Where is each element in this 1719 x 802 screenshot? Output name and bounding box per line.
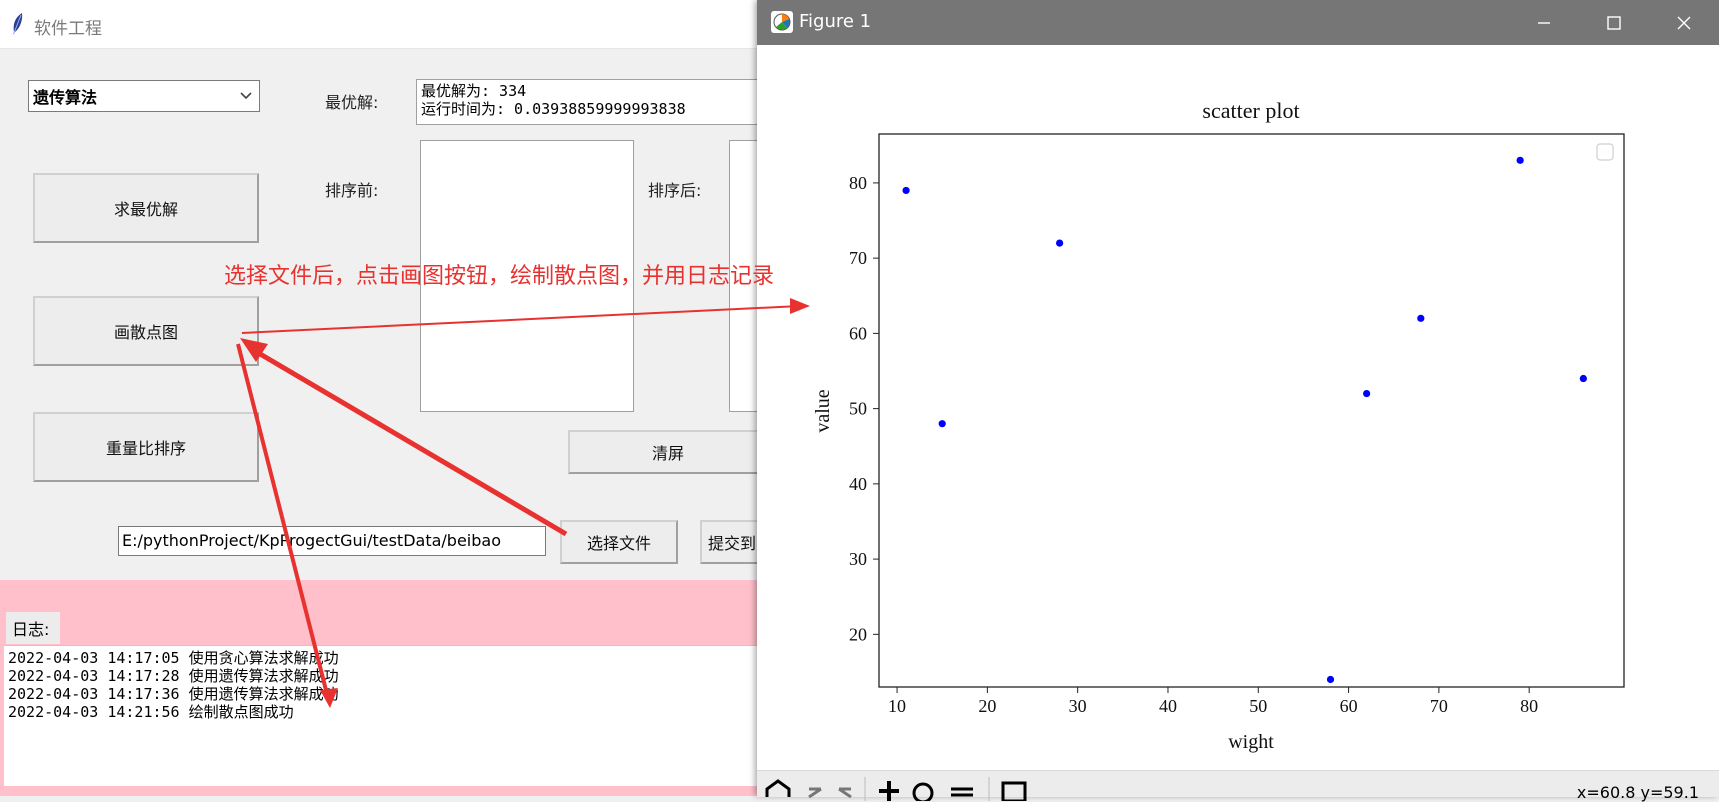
choose-file-button-label: 选择文件 xyxy=(586,534,651,553)
solve-button-label: 求最优解 xyxy=(113,200,178,219)
scatter-point xyxy=(1326,675,1335,684)
x-tick-label: 40 xyxy=(1159,696,1177,716)
navigation-toolbar: x=60.8 y=59.1 xyxy=(757,770,1719,802)
scatter-point xyxy=(1056,239,1064,247)
file-path-value: E:/pythonProject/KpProgectGui/testData/b… xyxy=(122,531,501,550)
after-sort-label: 排序后: xyxy=(648,181,702,200)
x-axis: 10 20 30 40 50 60 70 80 xyxy=(888,687,1538,716)
x-tick-label: 70 xyxy=(1430,696,1448,716)
close-icon[interactable] xyxy=(1649,0,1719,45)
y-tick-label: 50 xyxy=(849,399,867,419)
home-icon[interactable] xyxy=(765,779,791,797)
feather-icon xyxy=(13,13,23,35)
y-axis: 20 30 40 50 60 70 80 xyxy=(849,173,879,644)
matplotlib-icon xyxy=(771,11,793,33)
coordinate-readout: x=60.8 y=59.1 xyxy=(1576,783,1699,802)
configure-icon[interactable] xyxy=(951,787,973,797)
y-tick-label: 70 xyxy=(849,248,867,268)
figure-background xyxy=(757,45,1719,770)
x-tick-label: 30 xyxy=(1069,696,1087,716)
x-axis-label: wight xyxy=(1228,731,1274,753)
y-axis-label: value xyxy=(812,389,834,432)
y-tick-label: 30 xyxy=(849,549,867,569)
best-solution-label: 最优解: xyxy=(325,93,379,112)
log-label: 日志: xyxy=(6,612,60,644)
scatter-plot-canvas[interactable]: scatter plot 10 20 30 40 50 60 70 80 20 30 40 50 60… xyxy=(757,45,1719,770)
x-tick-label: 60 xyxy=(1340,696,1358,716)
x-tick-label: 80 xyxy=(1520,696,1538,716)
choose-file-button[interactable]: 选择文件 xyxy=(560,520,678,564)
log-lines: 2022-04-03 14:17:05 使用贪心算法求解成功 2022-04-03… xyxy=(4,646,764,721)
y-tick-label: 20 xyxy=(849,624,867,644)
save-icon[interactable] xyxy=(1001,781,1027,801)
submit-button-label: 提交到 xyxy=(708,534,757,553)
clear-screen-button-label: 清屏 xyxy=(651,444,684,463)
minimize-icon[interactable] xyxy=(1509,0,1579,45)
data-points xyxy=(902,156,1587,684)
zoom-icon[interactable] xyxy=(912,782,934,801)
chart-title: scatter plot xyxy=(1202,98,1299,123)
clear-screen-button[interactable]: 清屏 xyxy=(568,430,768,474)
scatter-plot-button[interactable]: 画散点图 xyxy=(33,296,259,366)
file-path-input[interactable]: E:/pythonProject/KpProgectGui/testData/b… xyxy=(118,526,546,556)
y-tick-label: 60 xyxy=(849,323,867,343)
before-sort-label: 排序前: xyxy=(325,181,379,200)
x-tick-label: 10 xyxy=(888,696,906,716)
algorithm-select-value: 遗传算法 xyxy=(33,88,98,107)
empty-legend xyxy=(1596,143,1614,161)
x-tick-label: 50 xyxy=(1249,696,1267,716)
solve-button[interactable]: 求最优解 xyxy=(33,173,259,243)
scatter-point xyxy=(1579,374,1587,383)
maximize-icon[interactable] xyxy=(1579,0,1649,45)
scatter-point xyxy=(1363,389,1371,398)
log-line: 2022-04-03 14:21:56 绘制散点图成功 xyxy=(8,703,294,721)
log-textbox[interactable]: 2022-04-03 14:17:05 使用贪心算法求解成功 2022-04-03… xyxy=(4,645,764,786)
figure-titlebar[interactable]: Figure 1 xyxy=(757,0,1719,45)
axes-frame xyxy=(878,133,1625,688)
best-solution-output[interactable]: 最优解为: 334 运行时间为: 0.03938859999993838 xyxy=(416,79,766,125)
log-line: 2022-04-03 14:17:05 使用贪心算法求解成功 xyxy=(8,649,339,667)
scatter-point xyxy=(938,420,946,428)
x-tick-label: 20 xyxy=(978,696,996,716)
weight-ratio-sort-button-label: 重量比排序 xyxy=(105,439,186,458)
chevron-down-icon[interactable] xyxy=(239,90,253,102)
figure-window: Figure 1 scatter plot 10 20 30 40 50 60 70 80 2… xyxy=(757,0,1719,802)
scatter-point xyxy=(902,186,910,195)
annotation-text: 选择文件后，点击画图按钮，绘制散点图，并用日志记录 xyxy=(224,264,775,289)
scatter-plot-button-label: 画散点图 xyxy=(113,323,178,342)
best-solution-text: 最优解为: 334 运行时间为: 0.03938859999993838 xyxy=(421,82,686,118)
scatter-point xyxy=(1417,314,1425,322)
log-line: 2022-04-03 14:17:28 使用遗传算法求解成功 xyxy=(8,667,339,685)
y-tick-label: 40 xyxy=(849,474,867,494)
main-window: 软件工程 遗传算法 最优解: 最优解为: 334 运行时间为: 0.039388… xyxy=(0,0,780,796)
main-titlebar[interactable]: 软件工程 xyxy=(0,0,760,49)
window-title: 软件工程 xyxy=(34,19,102,39)
algorithm-select[interactable]: 遗传算法 xyxy=(28,80,260,112)
y-tick-label: 80 xyxy=(849,173,867,193)
scatter-point xyxy=(1516,156,1524,164)
figure-title: Figure 1 xyxy=(799,11,872,32)
log-line: 2022-04-03 14:17:36 使用遗传算法求解成功 xyxy=(8,685,339,703)
pan-icon[interactable] xyxy=(879,781,899,801)
weight-ratio-sort-button[interactable]: 重量比排序 xyxy=(33,412,259,482)
